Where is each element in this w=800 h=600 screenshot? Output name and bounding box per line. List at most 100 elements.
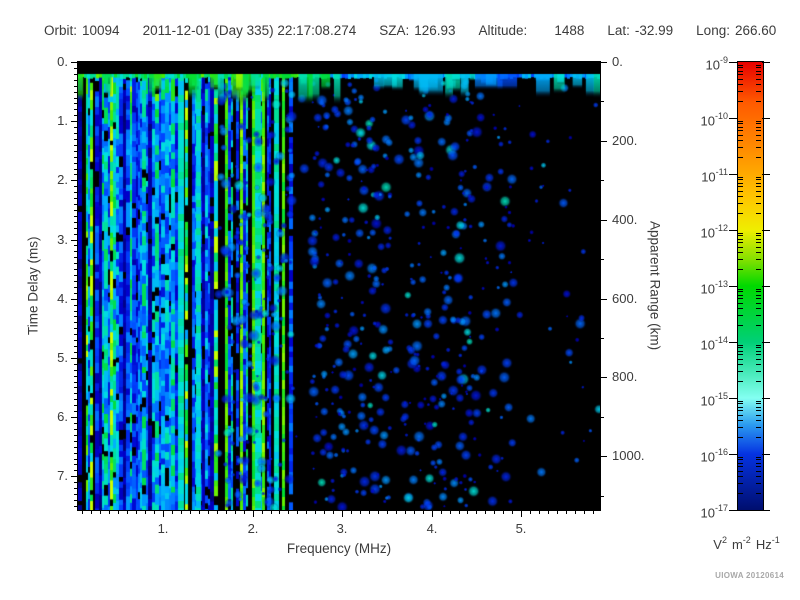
colorbar-minor-tick bbox=[756, 291, 761, 292]
colorbar-major-tick bbox=[762, 118, 770, 119]
colorbar-tick-label: 10-13 bbox=[700, 279, 728, 297]
y-right-major-tick bbox=[600, 299, 607, 300]
colorbar-minor-tick bbox=[738, 235, 743, 236]
colorbar-minor-tick bbox=[738, 67, 743, 68]
colorbar-minor-tick bbox=[738, 179, 743, 180]
colorbar-minor-tick bbox=[738, 315, 743, 316]
colorbar-units-label: V2 m-2 Hz-1 bbox=[684, 535, 800, 553]
colorbar-tick-label: 10-11 bbox=[701, 167, 728, 185]
colorbar-minor-tick bbox=[738, 298, 743, 299]
y-left-minor-tick bbox=[74, 459, 78, 460]
y-left-minor-tick bbox=[74, 411, 78, 412]
colorbar-minor-tick bbox=[756, 381, 761, 382]
y-left-minor-tick bbox=[74, 340, 78, 341]
y-left-tick-label: 6. bbox=[57, 409, 68, 424]
unit-part: Hz-1 bbox=[755, 535, 780, 553]
y-left-minor-tick bbox=[74, 163, 78, 164]
colorbar-minor-tick bbox=[738, 427, 743, 428]
colorbar-minor-tick bbox=[738, 364, 743, 365]
colorbar-minor-tick bbox=[738, 79, 743, 80]
x-axis-minor-tick bbox=[539, 510, 540, 514]
orbit-label: Orbit: bbox=[44, 23, 78, 38]
x-tick-label: 5. bbox=[515, 521, 527, 536]
colorbar-minor-tick bbox=[756, 179, 761, 180]
colorbar-minor-tick bbox=[738, 84, 743, 85]
colorbar-minor-tick bbox=[738, 135, 743, 136]
colorbar-minor-tick bbox=[756, 140, 761, 141]
y-right-major-tick bbox=[600, 377, 607, 378]
x-axis-minor-tick bbox=[190, 510, 191, 514]
y-left-major-tick bbox=[71, 240, 78, 241]
x-axis-major-tick bbox=[432, 510, 433, 517]
y-left-minor-tick bbox=[74, 157, 78, 158]
colorbar-minor-tick bbox=[756, 121, 761, 122]
header-orbit: Orbit: 10094 bbox=[44, 23, 120, 38]
y-left-minor-tick bbox=[74, 151, 78, 152]
y-left-minor-tick bbox=[74, 257, 78, 258]
colorbar-minor-tick bbox=[738, 437, 743, 438]
y-right-minor-tick bbox=[600, 259, 604, 260]
colorbar-minor-tick bbox=[738, 459, 743, 460]
x-axis-minor-tick bbox=[118, 510, 119, 514]
colorbar-minor-tick bbox=[756, 325, 761, 326]
colorbar-minor-tick bbox=[756, 213, 761, 214]
y-left-minor-tick bbox=[74, 316, 78, 317]
y-left-minor-tick bbox=[74, 423, 78, 424]
colorbar-major-tick bbox=[762, 342, 770, 343]
y-left-minor-tick bbox=[74, 311, 78, 312]
colorbar-minor-tick bbox=[756, 420, 761, 421]
colorbar-minor-tick bbox=[756, 233, 761, 234]
y-left-major-tick bbox=[71, 299, 78, 300]
y-left-minor-tick bbox=[74, 86, 78, 87]
colorbar-minor-tick bbox=[756, 101, 761, 102]
y-left-minor-tick bbox=[74, 281, 78, 282]
colorbar-minor-tick bbox=[756, 483, 761, 484]
colorbar-minor-tick bbox=[756, 427, 761, 428]
y-left-minor-tick bbox=[74, 228, 78, 229]
y-left-major-tick bbox=[71, 417, 78, 418]
y-left-minor-tick bbox=[74, 500, 78, 501]
x-axis-minor-tick bbox=[387, 510, 388, 514]
colorbar-minor-tick bbox=[756, 298, 761, 299]
y-left-major-tick bbox=[71, 476, 78, 477]
colorbar-minor-tick bbox=[738, 147, 743, 148]
y-left-tick-label: 7. bbox=[57, 468, 68, 483]
datetime-value: 2011-12-01 (Day 335) 22:17:08.274 bbox=[142, 23, 357, 38]
colorbar-minor-tick bbox=[756, 364, 761, 365]
y-left-major-tick bbox=[71, 121, 78, 122]
colorbar-major-tick bbox=[762, 62, 770, 63]
x-axis-minor-tick bbox=[414, 510, 415, 514]
colorbar-minor-tick bbox=[738, 463, 743, 464]
y-left-minor-tick bbox=[74, 447, 78, 448]
colorbar-major-tick bbox=[762, 398, 770, 399]
y-left-minor-tick bbox=[74, 198, 78, 199]
colorbar-major-tick bbox=[729, 174, 737, 175]
colorbar-minor-tick bbox=[738, 354, 743, 355]
colorbar-minor-tick bbox=[738, 74, 743, 75]
y-left-minor-tick bbox=[74, 222, 78, 223]
colorbar-minor-tick bbox=[756, 401, 761, 402]
y-right-tick-label: 600. bbox=[612, 291, 638, 306]
colorbar-minor-tick bbox=[738, 71, 743, 72]
colorbar-minor-tick bbox=[738, 325, 743, 326]
y-left-minor-tick bbox=[74, 287, 78, 288]
colorbar-minor-tick bbox=[756, 247, 761, 248]
colorbar-minor-tick bbox=[738, 351, 743, 352]
colorbar-minor-tick bbox=[738, 457, 743, 458]
altitude-label: Altitude: bbox=[478, 23, 528, 38]
colorbar-minor-tick bbox=[738, 493, 743, 494]
y-left-major-tick bbox=[71, 180, 78, 181]
sza-value: 126.93 bbox=[414, 23, 456, 38]
colorbar-minor-tick bbox=[756, 84, 761, 85]
colorbar-minor-tick bbox=[756, 79, 761, 80]
colorbar-minor-tick bbox=[756, 135, 761, 136]
x-axis-minor-tick bbox=[360, 510, 361, 514]
header-lat: Lat: -32.99 bbox=[607, 23, 673, 38]
colorbar-minor-tick bbox=[738, 345, 743, 346]
y-left-minor-tick bbox=[74, 68, 78, 69]
colorbar-major-tick bbox=[729, 286, 737, 287]
y-left-minor-tick bbox=[74, 322, 78, 323]
x-axis-minor-tick bbox=[244, 510, 245, 514]
x-axis-minor-tick bbox=[136, 510, 137, 514]
colorbar-minor-tick bbox=[738, 483, 743, 484]
